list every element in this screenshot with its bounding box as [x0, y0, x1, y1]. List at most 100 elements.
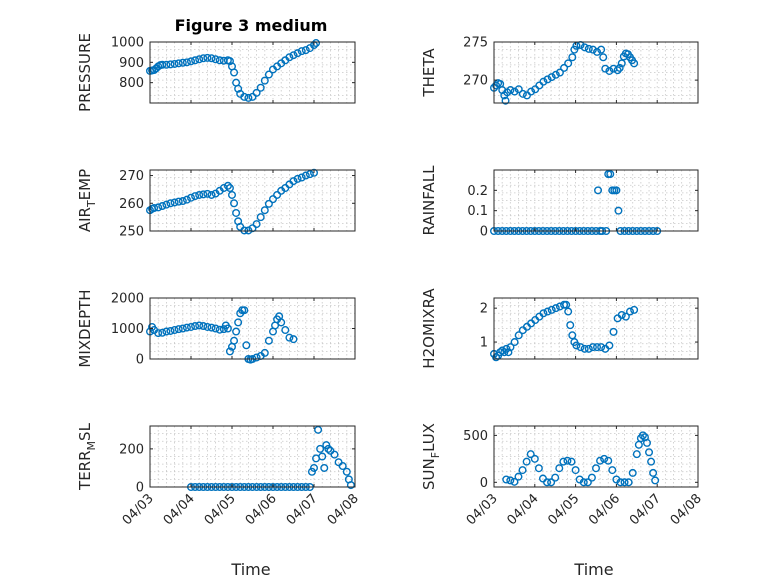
data-point [174, 325, 183, 334]
data-point [195, 55, 204, 64]
x-axis-label-left: Time [230, 560, 270, 579]
data-point [242, 341, 251, 350]
data-point [305, 170, 314, 179]
data-point [166, 60, 175, 69]
data-point [322, 441, 331, 450]
axes-box [149, 297, 356, 360]
data-point [307, 467, 316, 476]
data-point [559, 457, 568, 466]
data-point [215, 325, 224, 334]
data-point [162, 200, 171, 209]
data-point [293, 174, 302, 183]
y-tick-label: 270 [119, 169, 144, 184]
data-point [154, 203, 163, 212]
data-point [555, 464, 564, 473]
data-point [186, 193, 195, 202]
data-point [526, 450, 535, 459]
data-point [260, 206, 269, 215]
data-point [223, 181, 232, 190]
data-point [572, 341, 581, 350]
series-markers [145, 39, 321, 102]
data-point [492, 81, 501, 90]
data-point [501, 96, 510, 105]
data-point [293, 49, 302, 58]
data-point [601, 64, 610, 73]
data-point [522, 457, 531, 466]
data-point [285, 53, 294, 62]
data-point [174, 59, 183, 68]
data-point [539, 309, 548, 318]
data-point [166, 199, 175, 208]
data-point [594, 186, 603, 195]
data-point [260, 76, 269, 85]
data-point [316, 444, 325, 453]
data-point [543, 478, 552, 487]
x-tick-label: 04/03 [464, 491, 501, 528]
data-point [227, 190, 236, 199]
data-point [211, 324, 220, 333]
data-point [624, 478, 633, 487]
data-point [605, 341, 614, 350]
data-point [518, 89, 527, 98]
data-point [617, 59, 626, 68]
x-tick-label: 04/06 [586, 491, 623, 528]
axes-box [149, 41, 356, 104]
data-point [514, 85, 523, 94]
data-point [597, 343, 606, 352]
data-point [534, 464, 543, 473]
data-point [510, 87, 519, 96]
data-point [621, 312, 630, 321]
data-point [597, 45, 606, 54]
data-point [560, 63, 569, 72]
data-point [320, 463, 329, 472]
y-tick-label: 0 [136, 481, 144, 496]
data-point [634, 440, 643, 449]
x-tick-label: 04/05 [202, 491, 239, 528]
subplot-5: 0 1000 2000 MIXDEPTH [76, 289, 356, 368]
data-point [555, 68, 564, 77]
data-point [562, 300, 571, 309]
data-point [310, 463, 319, 472]
x-tick-label: 04/07 [284, 491, 321, 528]
y-tick-label: 2000 [111, 292, 144, 307]
y-tick-label: 1000 [111, 36, 144, 51]
data-point [506, 86, 515, 95]
data-point [643, 438, 652, 447]
data-point [580, 43, 589, 52]
data-point [211, 55, 220, 64]
data-point [182, 323, 191, 332]
data-point [564, 307, 573, 316]
series-markers [502, 431, 660, 487]
data-point [158, 60, 167, 69]
data-point [638, 431, 647, 440]
y-tick-label: 0.1 [467, 204, 488, 219]
axes-box [149, 169, 356, 232]
data-point [297, 173, 306, 182]
data-point [199, 190, 208, 199]
data-point [158, 202, 167, 211]
data-point [234, 318, 243, 327]
data-point [632, 450, 641, 459]
data-point [252, 220, 261, 229]
data-point [587, 473, 596, 482]
data-point [651, 476, 660, 485]
data-point [551, 70, 560, 79]
data-point [256, 213, 265, 222]
data-point [207, 54, 216, 63]
data-point [630, 59, 639, 68]
data-point [174, 197, 183, 206]
data-point [178, 197, 187, 206]
data-point [162, 60, 171, 69]
data-point [264, 70, 273, 79]
data-point [170, 326, 179, 335]
data-point [592, 464, 601, 473]
data-point [281, 326, 290, 335]
data-point [230, 336, 239, 345]
data-point [154, 329, 163, 338]
data-point [543, 307, 552, 316]
y-tick-label: 800 [119, 76, 144, 91]
data-point [496, 348, 505, 357]
series-markers [490, 41, 639, 105]
data-point [647, 457, 656, 466]
data-point [580, 344, 589, 353]
